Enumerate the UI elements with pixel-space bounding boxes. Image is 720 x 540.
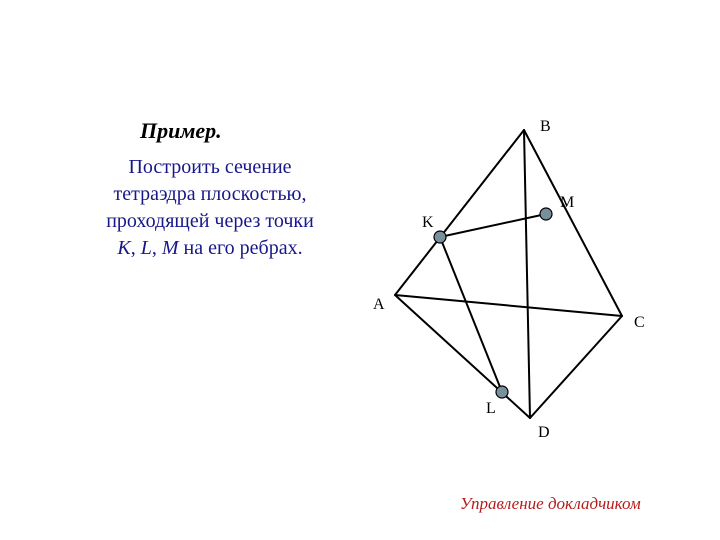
point-M (540, 208, 552, 220)
edge-B-D (524, 130, 530, 418)
label-B: B (540, 118, 551, 136)
tetrahedron-diagram (0, 0, 720, 540)
label-D: D (538, 424, 550, 442)
label-A: A (373, 296, 385, 314)
edge-A-C (395, 295, 622, 316)
label-K: K (422, 214, 434, 232)
edge-B-C (524, 130, 622, 316)
edge-A-D (395, 295, 530, 418)
point-L (496, 386, 508, 398)
label-M: M (560, 194, 574, 212)
edge-A-B (395, 130, 524, 295)
edge-C-D (530, 316, 622, 418)
label-C: C (634, 314, 645, 332)
point-K (434, 231, 446, 243)
footer-note: Управление докладчиком (460, 494, 641, 514)
label-L: L (486, 400, 496, 418)
edge-K-L (440, 237, 502, 392)
diagram-edges (395, 130, 622, 418)
